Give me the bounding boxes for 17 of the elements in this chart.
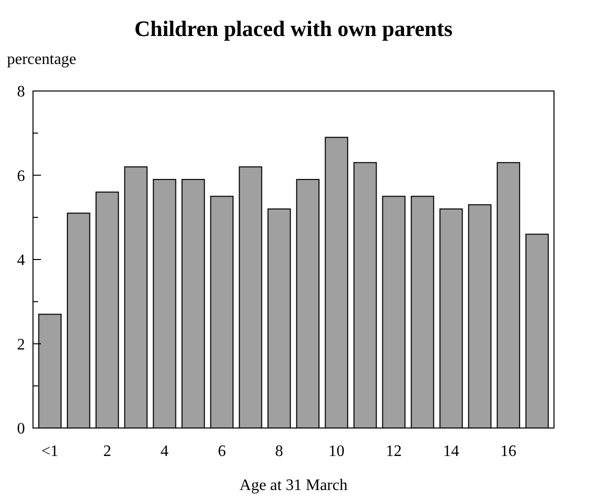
x-tick-label: 8 — [275, 443, 284, 460]
x-tick-label: 16 — [500, 443, 516, 460]
x-tick-label: 14 — [443, 443, 460, 460]
y-axis-title: percentage — [7, 51, 76, 68]
x-tick-label: 10 — [328, 443, 344, 460]
x-tick-label: 4 — [160, 443, 169, 460]
x-tick-label: 6 — [218, 443, 226, 460]
x-axis-title: Age at 31 March — [240, 477, 348, 494]
chart-title: Children placed with own parents — [134, 16, 454, 41]
y-tick-label: 0 — [17, 420, 25, 438]
x-tick-label: 12 — [386, 443, 402, 460]
x-tick-label: 2 — [103, 443, 112, 460]
y-tick-label: 2 — [17, 336, 25, 354]
y-tick-label: 6 — [17, 168, 25, 185]
y-tick-label: 8 — [17, 84, 25, 101]
x-tick-label: <1 — [41, 443, 58, 460]
y-tick-label: 4 — [17, 252, 25, 270]
